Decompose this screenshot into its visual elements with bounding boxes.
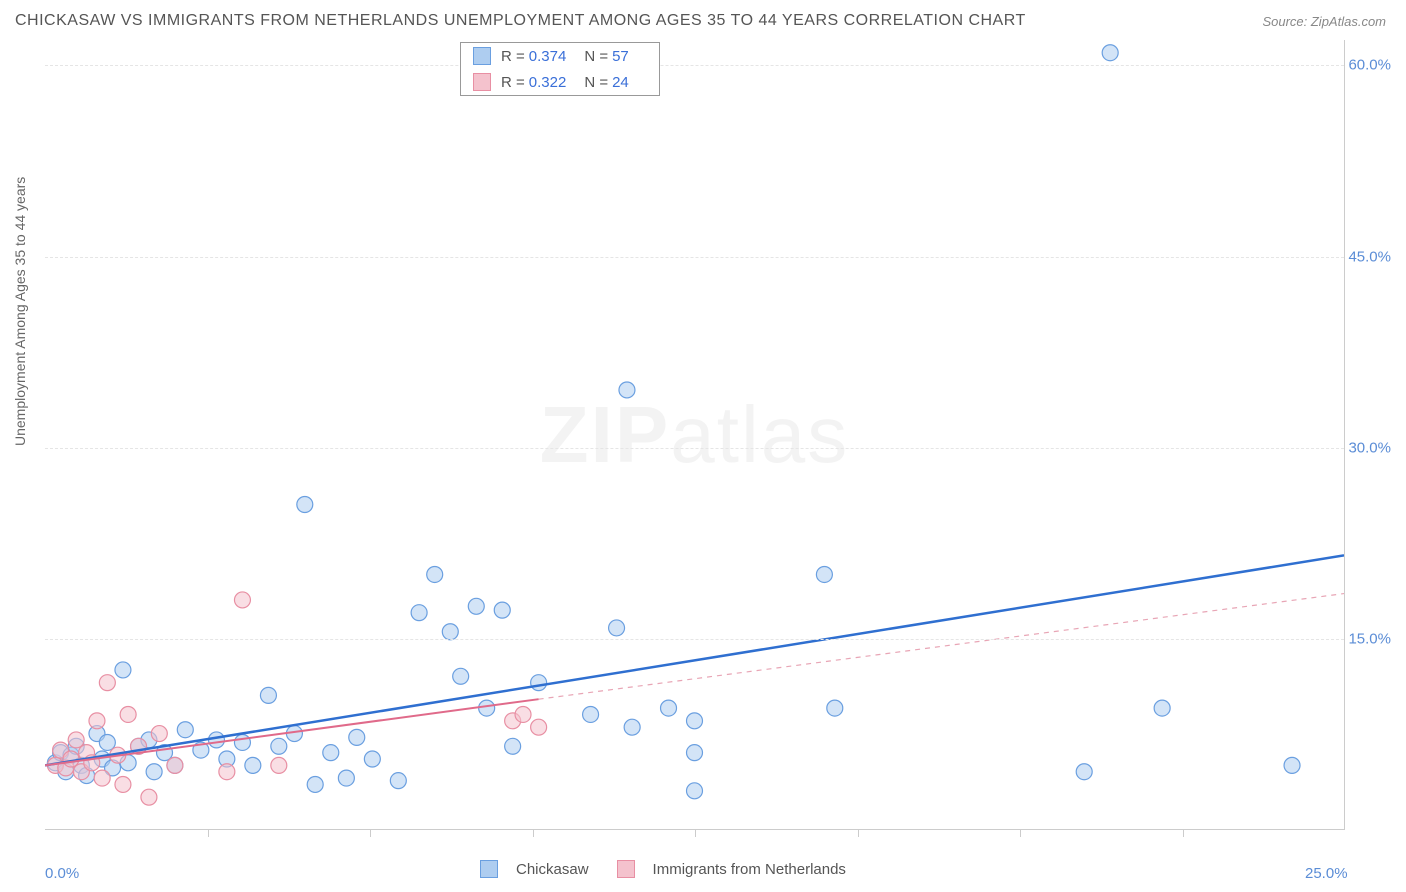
swatch-series-2 bbox=[473, 73, 491, 91]
data-point bbox=[271, 738, 287, 754]
x-tick-label: 25.0% bbox=[1305, 865, 1348, 882]
y-tick-label: 45.0% bbox=[1348, 248, 1391, 265]
data-point bbox=[494, 602, 510, 618]
data-point bbox=[479, 700, 495, 716]
legend-label-2: Immigrants from Netherlands bbox=[653, 861, 846, 878]
n-label: N = bbox=[584, 74, 608, 91]
data-point bbox=[208, 732, 224, 748]
data-point bbox=[1284, 757, 1300, 773]
data-point bbox=[442, 624, 458, 640]
data-point bbox=[453, 668, 469, 684]
data-point bbox=[687, 713, 703, 729]
y-tick-label: 15.0% bbox=[1348, 630, 1391, 647]
stats-legend-box: R = 0.374 N = 57 R = 0.322 N = 24 bbox=[460, 42, 660, 96]
plot-area: ZIPatlas bbox=[45, 40, 1345, 830]
x-tick-label: 0.0% bbox=[45, 865, 79, 882]
r-value-2: 0.322 bbox=[529, 74, 567, 91]
data-point bbox=[323, 745, 339, 761]
data-point bbox=[624, 719, 640, 735]
data-point bbox=[99, 734, 115, 750]
data-point bbox=[687, 783, 703, 799]
source-attribution: Source: ZipAtlas.com bbox=[1262, 14, 1386, 29]
data-point bbox=[531, 719, 547, 735]
r-value-1: 0.374 bbox=[529, 48, 567, 65]
bottom-legend: Chickasaw Immigrants from Netherlands bbox=[480, 860, 846, 878]
data-point bbox=[338, 770, 354, 786]
n-label: N = bbox=[584, 48, 608, 65]
data-point bbox=[816, 566, 832, 582]
data-point bbox=[531, 675, 547, 691]
data-point bbox=[234, 592, 250, 608]
data-point bbox=[89, 713, 105, 729]
data-point bbox=[515, 706, 531, 722]
data-point bbox=[1102, 45, 1118, 61]
y-axis-label: Unemployment Among Ages 35 to 44 years bbox=[12, 177, 28, 446]
data-point bbox=[167, 757, 183, 773]
data-point bbox=[177, 722, 193, 738]
data-point bbox=[120, 706, 136, 722]
data-point bbox=[661, 700, 677, 716]
swatch-series-1 bbox=[480, 860, 498, 878]
data-point bbox=[115, 662, 131, 678]
data-point bbox=[1076, 764, 1092, 780]
data-point bbox=[297, 497, 313, 513]
legend-item-1: Chickasaw bbox=[480, 860, 589, 878]
data-point bbox=[411, 605, 427, 621]
data-point bbox=[146, 764, 162, 780]
stats-row-1: R = 0.374 N = 57 bbox=[461, 43, 659, 69]
chart-title: CHICKASAW VS IMMIGRANTS FROM NETHERLANDS… bbox=[15, 12, 1026, 30]
legend-item-2: Immigrants from Netherlands bbox=[617, 860, 846, 878]
plot-svg bbox=[45, 40, 1344, 829]
n-value-1: 57 bbox=[612, 48, 629, 65]
stats-row-2: R = 0.322 N = 24 bbox=[461, 69, 659, 95]
data-point bbox=[827, 700, 843, 716]
data-point bbox=[151, 726, 167, 742]
data-point bbox=[219, 764, 235, 780]
data-point bbox=[141, 789, 157, 805]
trend-line-extension bbox=[539, 594, 1344, 700]
data-point bbox=[364, 751, 380, 767]
data-point bbox=[307, 776, 323, 792]
data-point bbox=[505, 738, 521, 754]
data-point bbox=[68, 732, 84, 748]
swatch-series-1 bbox=[473, 47, 491, 65]
n-value-2: 24 bbox=[612, 74, 629, 91]
data-point bbox=[427, 566, 443, 582]
data-point bbox=[94, 770, 110, 786]
data-point bbox=[468, 598, 484, 614]
data-point bbox=[99, 675, 115, 691]
trend-line bbox=[45, 699, 539, 765]
data-point bbox=[390, 773, 406, 789]
data-point bbox=[234, 734, 250, 750]
data-point bbox=[115, 776, 131, 792]
data-point bbox=[349, 729, 365, 745]
data-point bbox=[583, 706, 599, 722]
trend-line bbox=[45, 555, 1344, 765]
data-point bbox=[1154, 700, 1170, 716]
data-point bbox=[260, 687, 276, 703]
y-tick-label: 30.0% bbox=[1348, 439, 1391, 456]
data-point bbox=[687, 745, 703, 761]
r-label: R = bbox=[501, 48, 525, 65]
data-point bbox=[245, 757, 261, 773]
data-point bbox=[609, 620, 625, 636]
data-point bbox=[619, 382, 635, 398]
swatch-series-2 bbox=[617, 860, 635, 878]
y-tick-label: 60.0% bbox=[1348, 57, 1391, 74]
legend-label-1: Chickasaw bbox=[516, 861, 589, 878]
r-label: R = bbox=[501, 74, 525, 91]
data-point bbox=[271, 757, 287, 773]
